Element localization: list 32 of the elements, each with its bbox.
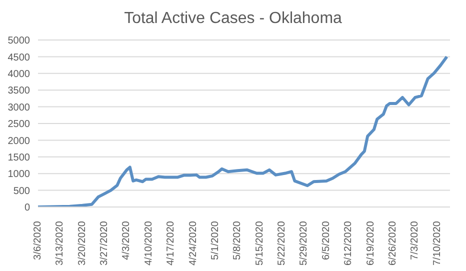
y-tick-label: 0 bbox=[24, 202, 30, 214]
x-tick-label: 3/20/2020 bbox=[76, 220, 88, 266]
y-tick-label: 500 bbox=[13, 186, 30, 197]
x-tick-label: 6/12/2020 bbox=[343, 220, 354, 266]
x-tick-label: 3/27/2020 bbox=[99, 220, 110, 266]
x-tick-label: 6/26/2020 bbox=[387, 220, 398, 266]
x-tick-label: 5/1/2020 bbox=[210, 220, 221, 260]
y-tick-label: 4000 bbox=[8, 68, 30, 80]
y-tick-label: 4500 bbox=[8, 52, 30, 64]
x-tick-label: 3/6/2020 bbox=[32, 220, 44, 260]
x-tick-label: 5/29/2020 bbox=[298, 220, 310, 266]
x-tick-label: 4/3/2020 bbox=[121, 220, 132, 260]
x-tick-label: 7/3/2020 bbox=[410, 220, 421, 260]
x-tick-label: 5/15/2020 bbox=[254, 220, 266, 266]
y-tick-label: 3500 bbox=[8, 86, 30, 97]
x-tick-label: 5/8/2020 bbox=[232, 220, 244, 260]
x-tick-label: 6/5/2020 bbox=[320, 220, 332, 260]
x-tick-label: 5/22/2020 bbox=[276, 220, 288, 266]
y-tick-label: 5000 bbox=[8, 36, 30, 47]
chart-title: Total Active Cases - Oklahoma bbox=[123, 9, 343, 29]
x-tick-label: 4/10/2020 bbox=[143, 220, 154, 266]
x-tick-label: 4/24/2020 bbox=[188, 220, 199, 266]
y-tick-label: 2500 bbox=[8, 119, 30, 130]
x-tick-label: 6/19/2020 bbox=[365, 220, 376, 266]
line-series bbox=[38, 55, 448, 207]
y-tick-label: 1500 bbox=[8, 152, 30, 164]
x-tick-label: 3/13/2020 bbox=[54, 220, 66, 266]
y-tick-label: 3000 bbox=[8, 102, 30, 114]
y-tick-label: 2000 bbox=[8, 136, 30, 147]
y-tick-label: 1000 bbox=[8, 169, 30, 180]
x-tick-label: 4/17/2020 bbox=[166, 220, 177, 266]
x-tick-label: 7/10/2020 bbox=[432, 220, 443, 266]
